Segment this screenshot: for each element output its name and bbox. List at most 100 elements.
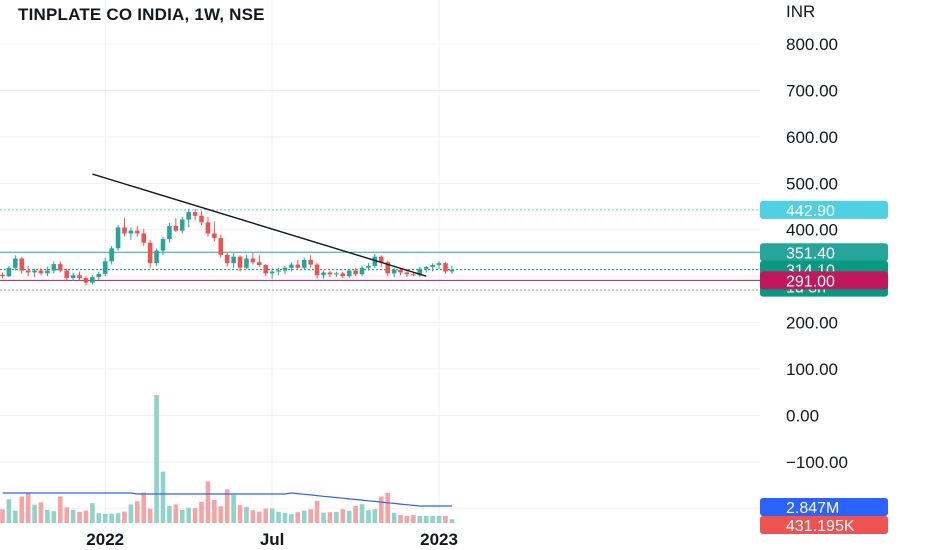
volume-bar <box>160 471 166 523</box>
x-axis[interactable]: 2022 Jul 2023 <box>86 530 458 549</box>
volume-bar <box>257 511 262 523</box>
candle <box>398 267 403 276</box>
candle <box>102 257 108 277</box>
volume-bar <box>115 513 121 523</box>
candle-body <box>257 262 262 266</box>
candle <box>430 263 435 272</box>
candle-body <box>57 264 63 271</box>
volume-bar <box>263 508 269 523</box>
candle-body <box>96 273 102 278</box>
candle <box>45 266 50 277</box>
trendline[interactable] <box>92 173 427 277</box>
price-badge: 442.90 <box>760 200 888 220</box>
volume-bar <box>90 503 95 523</box>
volume-bar <box>282 512 288 523</box>
volume-bar <box>449 519 455 523</box>
candle-body <box>404 272 410 275</box>
volume-bar <box>250 510 256 523</box>
candle-body <box>102 261 108 274</box>
candle <box>186 208 191 228</box>
candle <box>64 268 69 281</box>
candle <box>263 264 269 277</box>
horizontal-levels[interactable] <box>0 209 760 291</box>
candle <box>205 216 211 237</box>
candlesticks <box>0 208 455 286</box>
volume-bar <box>154 395 159 523</box>
candle-body <box>205 222 211 234</box>
volume-bar <box>411 515 416 523</box>
candle <box>199 211 204 226</box>
candle <box>257 255 262 267</box>
volume-bar <box>141 492 147 523</box>
candle-body <box>359 267 365 275</box>
candle <box>19 256 25 274</box>
volume-bar <box>13 510 18 523</box>
candle <box>115 225 121 251</box>
candle-body <box>327 272 333 275</box>
candle <box>0 272 5 279</box>
candle <box>295 259 301 270</box>
candle-body <box>423 266 429 269</box>
candle-body <box>32 270 37 273</box>
candle-body <box>51 264 57 271</box>
price-badge-bg <box>760 516 888 534</box>
candle-body <box>411 274 416 276</box>
volume-bar <box>199 501 204 523</box>
volume-bar <box>192 508 198 523</box>
volume-bar <box>32 504 37 523</box>
candle-body <box>64 270 69 279</box>
volume-bar <box>372 509 378 523</box>
price-badge: 2.847M <box>760 498 888 517</box>
candle-body <box>301 259 307 268</box>
volume-bar <box>398 515 403 523</box>
volume-bar <box>38 502 44 523</box>
volume-bar <box>321 512 326 523</box>
candle <box>212 221 217 242</box>
chart-title: TINPLATE CO INDIA, 1W, NSE <box>18 5 265 24</box>
candle <box>366 263 371 271</box>
candle <box>334 271 339 278</box>
candle-body <box>77 275 82 279</box>
candle-body <box>385 262 390 274</box>
candle <box>90 275 95 285</box>
candle <box>314 263 320 279</box>
x-tick-label: Jul <box>260 530 285 549</box>
y-tick-label: 0.00 <box>786 406 819 425</box>
candle-body <box>308 259 313 265</box>
y-axis[interactable]: 800.00 700.00 600.00 500.00 400.00 200.00 100.… <box>786 35 848 518</box>
candle-body <box>378 256 384 263</box>
volume-bar <box>378 496 384 523</box>
candle <box>179 216 185 234</box>
y-tick-label: 500.00 <box>786 174 838 193</box>
candle <box>231 252 236 268</box>
candle <box>244 255 249 270</box>
candle-body <box>70 275 76 279</box>
volume-bar <box>109 513 114 523</box>
candle-body <box>430 265 435 267</box>
volume-bar <box>57 496 63 523</box>
volume-bar <box>308 509 313 523</box>
candle-body <box>334 273 339 275</box>
x-tick-label: 2022 <box>86 530 124 549</box>
candle <box>340 271 346 279</box>
candle <box>147 239 153 268</box>
candle-body <box>224 254 230 264</box>
volume-bar <box>212 499 217 523</box>
price-badge-bg <box>760 271 888 290</box>
candle <box>218 234 224 258</box>
candle <box>70 272 76 281</box>
volume-bar <box>237 505 243 523</box>
candle-body <box>199 215 204 223</box>
candle-body <box>353 270 358 275</box>
price-badge-label: 442.90 <box>786 203 835 220</box>
candle-body <box>135 230 140 234</box>
volume-bar <box>147 508 153 523</box>
price-badge: 291.00 <box>760 271 888 290</box>
candle-body <box>45 270 50 274</box>
candle <box>51 261 57 274</box>
y-tick-label: −100.00 <box>786 453 848 472</box>
volume-bar <box>353 505 358 523</box>
candle <box>32 268 37 278</box>
candle <box>321 270 326 279</box>
